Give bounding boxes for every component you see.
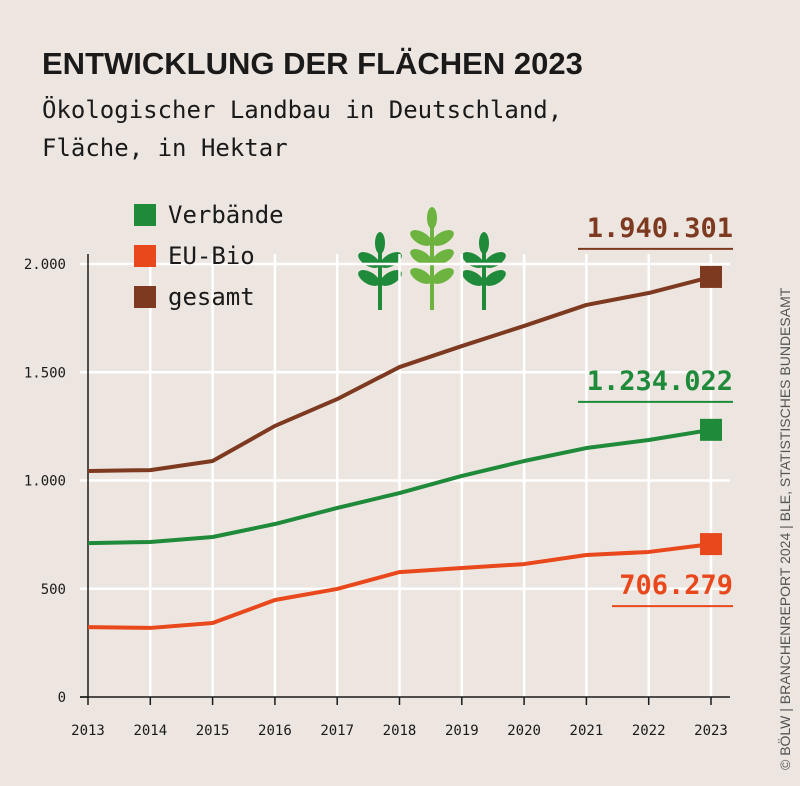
- plant-icons: [358, 207, 506, 310]
- legend-label: Verbände: [168, 201, 284, 229]
- y-tick-label: 1.000: [24, 474, 66, 490]
- end-marker: [700, 418, 722, 441]
- chart-subtitle: Ökologischer Landbau in Deutschland,: [42, 95, 562, 124]
- x-tick-label: 2014: [133, 723, 167, 739]
- line: [87, 274, 712, 473]
- chart-subtitle: Fläche, in Hektar: [42, 134, 288, 162]
- y-tick-label: 0: [58, 690, 66, 706]
- x-tick-label: 2021: [570, 723, 604, 739]
- end-marker: [700, 533, 722, 556]
- y-tick-label: 1.500: [24, 365, 66, 381]
- legend-label: gesamt: [168, 283, 255, 311]
- legend-swatch: [134, 245, 156, 267]
- legend-swatch: [134, 204, 156, 226]
- value-label: 706.279: [619, 570, 733, 601]
- line: [87, 427, 712, 546]
- source: © BÖLW | BRANCHENREPORT 2024 | BLE, STAT…: [776, 287, 793, 770]
- x-tick-label: 2018: [383, 723, 417, 739]
- x-tick-label: 2020: [507, 723, 541, 739]
- y-tick-label: 500: [41, 582, 66, 598]
- legend-label: EU-Bio: [168, 242, 255, 270]
- y-tick-label: 2.000: [24, 257, 66, 273]
- x-tick-label: 2016: [258, 723, 292, 739]
- value-label: 1.234.022: [587, 366, 733, 397]
- end-marker: [700, 265, 722, 288]
- x-tick-label: 2015: [196, 723, 230, 739]
- x-tick-label: 2019: [445, 723, 479, 739]
- legend-swatch: [134, 286, 156, 308]
- line: [87, 542, 712, 630]
- value-label: 1.940.301: [587, 213, 733, 244]
- x-tick-label: 2017: [320, 723, 354, 739]
- x-tick-label: 2022: [632, 723, 666, 739]
- x-tick-label: 2023: [694, 723, 728, 739]
- x-tick-label: 2013: [71, 723, 105, 739]
- chart-title: ENTWICKLUNG DER FLÄCHEN 2023: [42, 46, 583, 81]
